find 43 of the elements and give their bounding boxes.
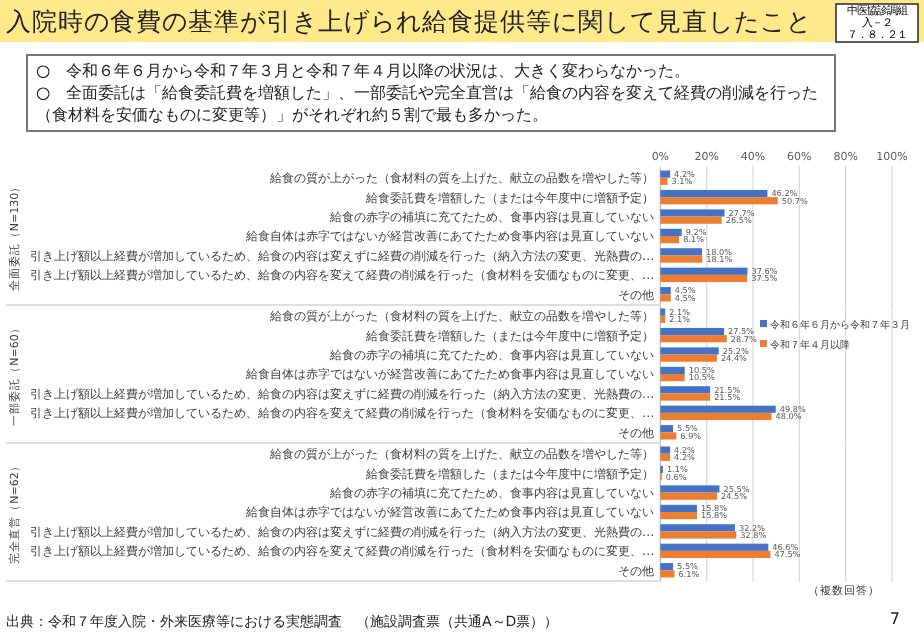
bar [660, 374, 685, 382]
subtitle: ○ 令和６年６月から令和７年３月と令和７年４月以降の状況は、大きく変わらなかった。 ○ 全面委託は「給食委託費を増額した」、一部委託や完全直営は「給食の内容を変えて経費の削減を行った（食材料を安価なものに変更等）」がそれぞれ約５割で最も多かった。 [26, 54, 836, 132]
bar [660, 492, 718, 500]
bar [660, 228, 682, 236]
bar [660, 189, 768, 198]
bar [660, 327, 725, 336]
bar [660, 524, 735, 532]
bar [660, 550, 771, 559]
bar [660, 197, 778, 205]
bar [660, 294, 671, 302]
bar [660, 216, 722, 224]
bar [660, 504, 697, 512]
bar [660, 308, 666, 316]
bar [660, 446, 671, 454]
bar [660, 177, 668, 185]
bar [660, 236, 680, 244]
bar [660, 543, 769, 551]
bar [660, 393, 711, 401]
bar [660, 347, 719, 355]
bar [660, 209, 725, 217]
bar [660, 405, 776, 413]
bar [660, 335, 727, 343]
bar [660, 267, 748, 275]
bar [660, 512, 697, 520]
bar [660, 563, 674, 571]
bar [660, 255, 703, 263]
bar [660, 366, 685, 374]
bar [660, 531, 737, 539]
title: 入院時の食費の基準が引き上げられ給食提供等に関して見直したこと [6, 4, 812, 40]
bar [660, 386, 711, 394]
annotation: 7 [889, 610, 900, 628]
bar [660, 354, 717, 362]
bar [660, 485, 720, 493]
bar [660, 453, 671, 461]
bar [660, 248, 703, 256]
bar [660, 570, 675, 578]
bar [660, 425, 674, 433]
bar [660, 170, 671, 178]
bar [660, 274, 748, 283]
bar [660, 432, 677, 440]
bar [660, 315, 666, 323]
bar [660, 412, 772, 421]
bar [660, 287, 671, 295]
